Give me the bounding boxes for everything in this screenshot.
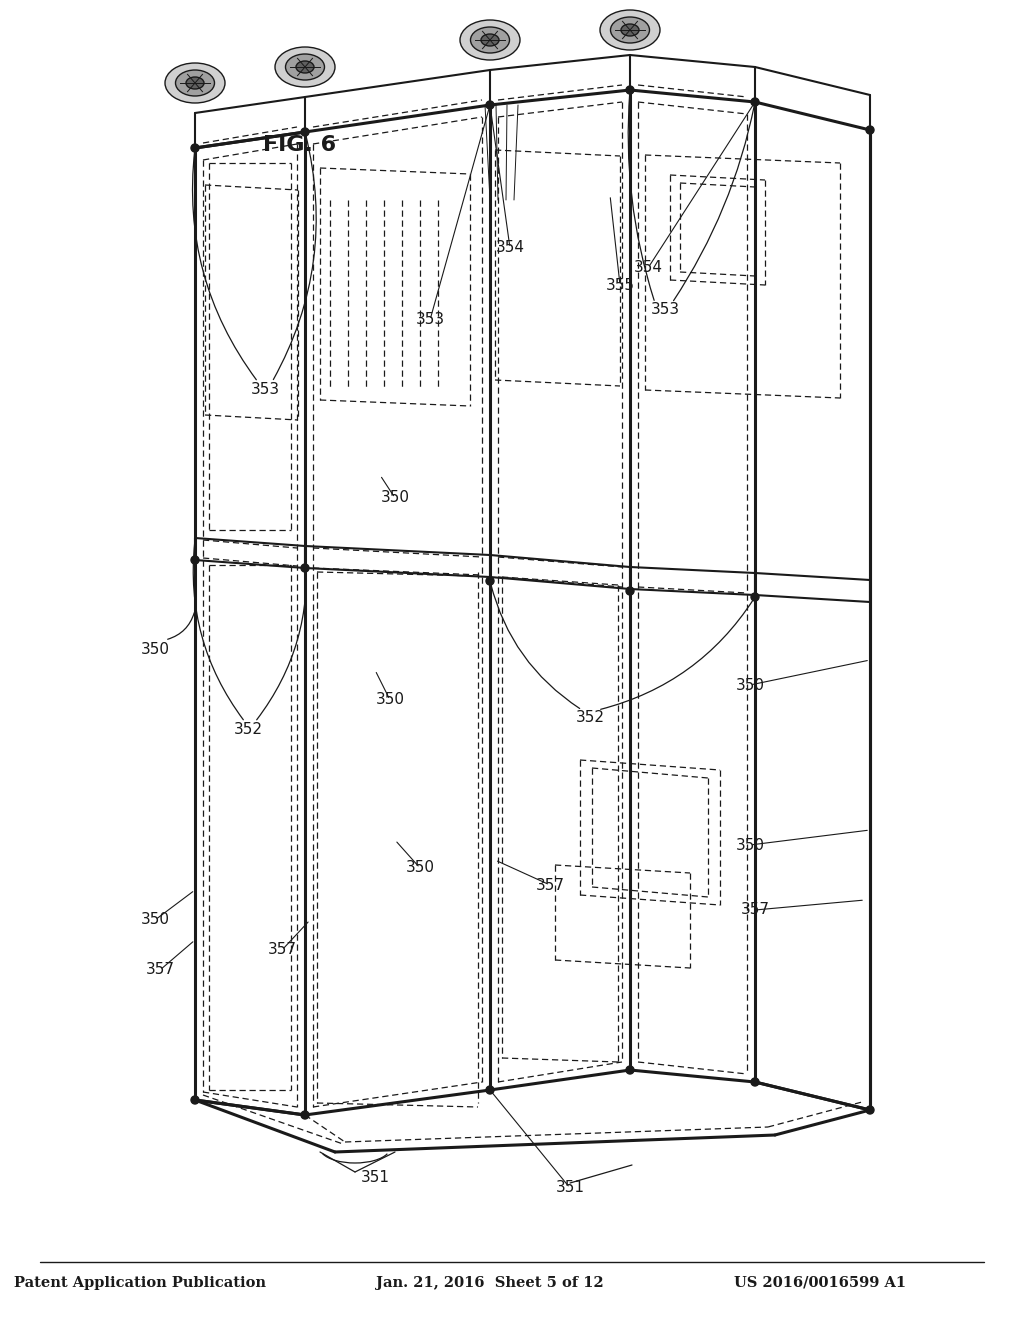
Circle shape (626, 86, 634, 94)
Text: 350: 350 (140, 643, 170, 657)
Circle shape (486, 577, 494, 585)
Ellipse shape (460, 20, 520, 59)
Text: 350: 350 (735, 677, 765, 693)
Text: 353: 353 (416, 313, 444, 327)
Ellipse shape (481, 34, 499, 46)
Text: 354: 354 (634, 260, 663, 276)
Ellipse shape (275, 48, 335, 87)
Text: US 2016/0016599 A1: US 2016/0016599 A1 (734, 1276, 906, 1290)
Circle shape (751, 98, 759, 106)
Text: 350: 350 (735, 837, 765, 853)
Text: 357: 357 (536, 878, 564, 892)
Text: 350: 350 (376, 693, 404, 708)
Circle shape (301, 564, 309, 572)
Circle shape (751, 1078, 759, 1086)
Ellipse shape (296, 61, 314, 73)
Circle shape (751, 593, 759, 601)
Text: 357: 357 (740, 903, 769, 917)
Text: 353: 353 (251, 383, 280, 397)
Circle shape (866, 1106, 874, 1114)
Text: 350: 350 (406, 861, 434, 875)
Text: 357: 357 (145, 962, 174, 978)
Circle shape (191, 144, 199, 152)
Ellipse shape (610, 17, 649, 44)
Text: Jan. 21, 2016  Sheet 5 of 12: Jan. 21, 2016 Sheet 5 of 12 (376, 1276, 604, 1290)
Circle shape (301, 128, 309, 136)
Text: 357: 357 (267, 942, 297, 957)
Text: 352: 352 (575, 710, 604, 726)
Circle shape (866, 125, 874, 135)
Circle shape (626, 587, 634, 595)
Text: 350: 350 (140, 912, 170, 928)
Circle shape (191, 1096, 199, 1104)
Circle shape (486, 1086, 494, 1094)
Text: 354: 354 (496, 240, 524, 256)
Text: 351: 351 (555, 1180, 585, 1196)
Circle shape (301, 1111, 309, 1119)
Text: 353: 353 (650, 302, 680, 318)
Ellipse shape (186, 77, 204, 88)
Text: 351: 351 (360, 1171, 389, 1185)
Text: 355: 355 (605, 277, 635, 293)
Ellipse shape (470, 26, 510, 53)
Text: Patent Application Publication: Patent Application Publication (14, 1276, 266, 1290)
Ellipse shape (175, 70, 214, 96)
Ellipse shape (621, 24, 639, 36)
Ellipse shape (165, 63, 225, 103)
Circle shape (486, 102, 494, 110)
Ellipse shape (600, 11, 660, 50)
Circle shape (626, 1067, 634, 1074)
Circle shape (191, 556, 199, 564)
Text: 352: 352 (233, 722, 262, 738)
Ellipse shape (286, 54, 325, 81)
Text: 350: 350 (381, 491, 410, 506)
Text: FIG. 6: FIG. 6 (263, 135, 337, 154)
